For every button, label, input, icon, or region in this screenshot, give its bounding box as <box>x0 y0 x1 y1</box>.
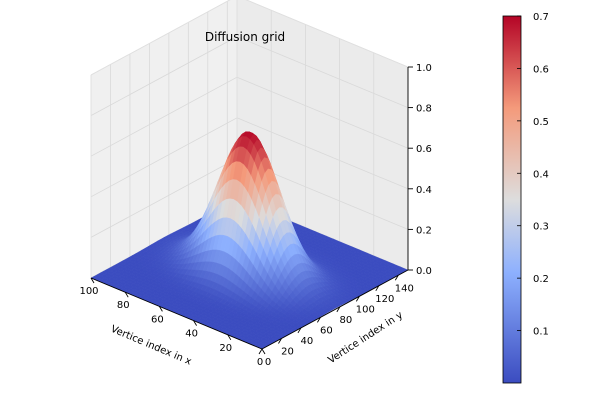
y-tick-mark <box>375 285 380 292</box>
z-tick-label: 0.8 <box>416 104 432 115</box>
y-tick-label: 40 <box>301 336 314 347</box>
z-tick-label: 0.4 <box>416 185 432 196</box>
y-tick-mark <box>317 317 321 323</box>
pane-edge <box>245 0 409 68</box>
x-tick-label: 0 <box>257 357 263 368</box>
colorbar-tick-label: 0.5 <box>533 117 549 128</box>
colorbar-gradient <box>502 15 522 384</box>
colorbar-tick-label: 0.7 <box>533 12 549 23</box>
y-tick-mark <box>394 275 399 281</box>
x-tick-mark <box>193 320 197 326</box>
wall-gridline-z <box>90 158 238 238</box>
x-tick-label: 100 <box>79 286 98 297</box>
y-tick-mark <box>297 327 302 334</box>
y-tick-label: 140 <box>395 283 414 294</box>
wall-gridline-z <box>236 117 409 190</box>
x-tick-label: 80 <box>117 300 130 311</box>
x-tick-mark <box>261 348 266 355</box>
z-tick-label: 0.2 <box>416 225 432 236</box>
y-axis-label: Vertice index in y <box>326 310 405 366</box>
x-tick-mark <box>227 334 232 341</box>
colorbar-tick-label: 0.2 <box>533 274 549 285</box>
colorbar-tick-label: 0.4 <box>533 169 549 180</box>
surface-plot <box>90 131 409 350</box>
back-left-pane <box>91 0 237 278</box>
colorbar-tick-label: 0.6 <box>533 64 549 75</box>
z-tick-label: 1.0 <box>416 63 432 74</box>
z-tick-label: 0.0 <box>416 266 432 277</box>
x-tick-label: 20 <box>219 343 232 354</box>
y-tick-mark <box>258 348 263 355</box>
chart-title: Diffusion grid <box>205 30 285 44</box>
x-tick-label: 40 <box>185 329 198 340</box>
wall-gridline-z <box>236 36 409 108</box>
y-tick-label: 80 <box>340 315 353 326</box>
x-axis-line <box>90 277 263 350</box>
y-tick-label: 20 <box>281 347 294 358</box>
y-tick-mark <box>278 338 282 344</box>
y-tick-label: 60 <box>320 325 333 336</box>
wall-gridline-z <box>90 117 238 198</box>
x-tick-mark <box>90 277 95 284</box>
axes: 0204060801000204060801001201400.00.20.40… <box>79 63 431 368</box>
wall-gridline-z <box>90 76 238 157</box>
colorbar: 0.1 0.2 0.3 0.4 0.5 0.6 0.7 <box>502 12 549 384</box>
wall-gridline-z <box>236 76 409 149</box>
y-tick-label: 100 <box>356 304 375 315</box>
x-tick-mark <box>124 291 129 298</box>
wall-gridline-z <box>90 36 238 116</box>
x-tick-label: 60 <box>151 314 164 325</box>
z-tick-label: 0.6 <box>416 144 432 155</box>
x-axis-label: Vertice index in x <box>109 324 193 368</box>
pane-edge <box>90 0 231 76</box>
colorbar-tick-label: 0.3 <box>533 222 549 233</box>
y-tick-label: 0 <box>265 357 271 368</box>
y-axis-line <box>261 269 409 350</box>
colorbar-tick-label: 0.1 <box>533 327 549 338</box>
y-tick-label: 120 <box>375 294 394 305</box>
x-tick-mark <box>159 306 163 312</box>
y-tick-mark <box>355 296 360 302</box>
y-tick-mark <box>336 306 341 313</box>
